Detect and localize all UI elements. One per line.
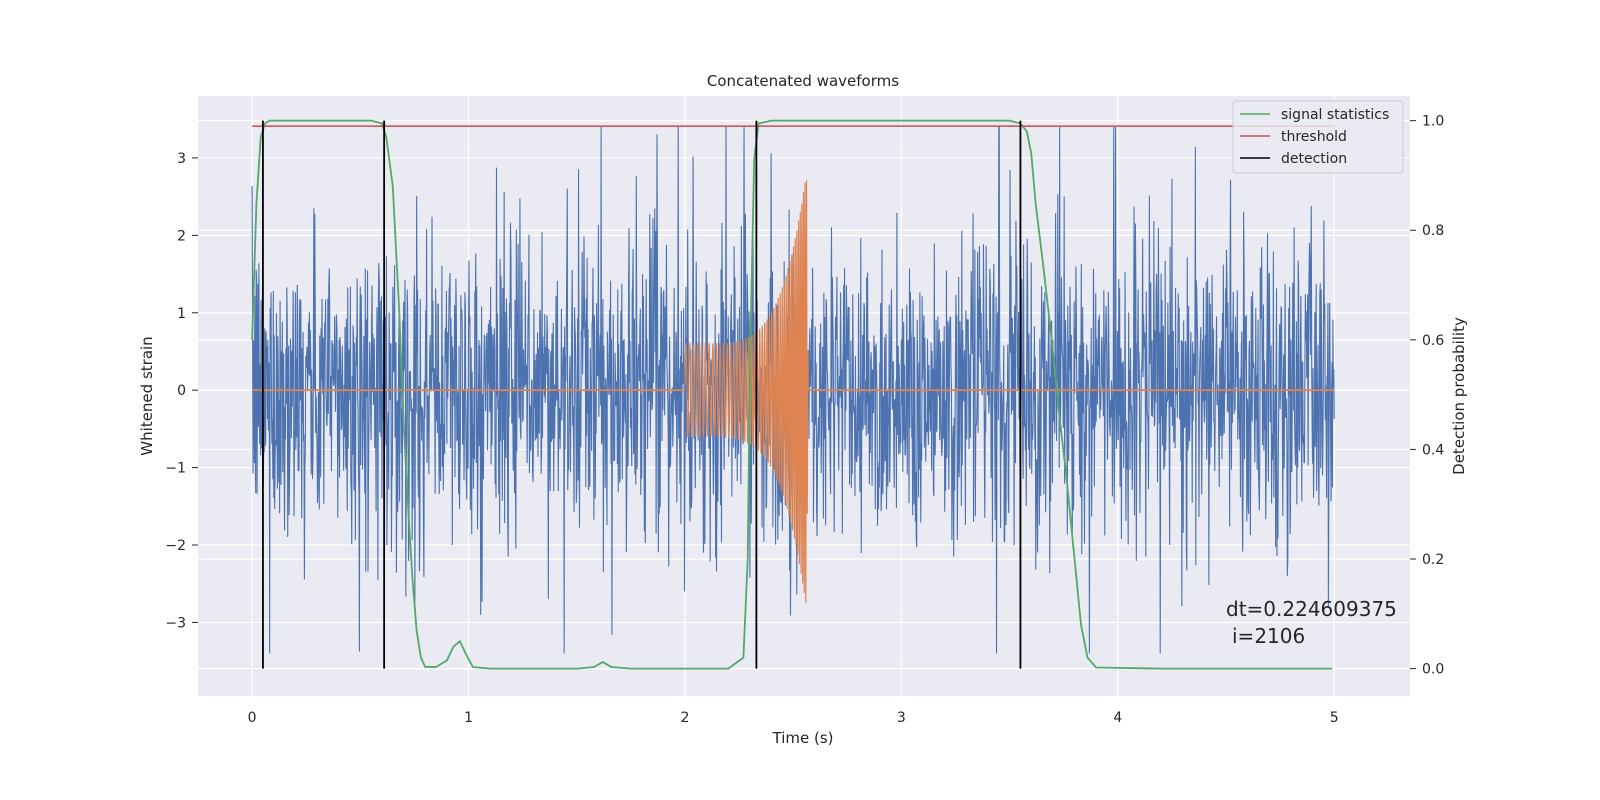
y2-axis-ticks: 0.0 0.2 0.4 0.6 0.8 1.0: [1410, 114, 1444, 678]
x-tick-label: 1: [464, 710, 473, 726]
annotation-dt: dt=0.224609375: [1226, 597, 1397, 621]
y2-tick-label: 0.2: [1422, 552, 1444, 568]
y2-tick-label: 0.8: [1422, 223, 1444, 239]
annotation-index: i=2106: [1232, 624, 1305, 648]
y-tick-label: 0: [177, 383, 186, 399]
y-tick-label: −1: [165, 461, 186, 477]
signal-statistics-line: [251, 119, 1333, 670]
x-axis-label: Time (s): [772, 729, 834, 747]
y-axis-label: Whitened strain: [138, 336, 156, 455]
chart-title: Concatenated waveforms: [707, 72, 899, 90]
legend-entry-threshold: threshold: [1281, 129, 1347, 145]
y-axis-ticks: −3 −2 −1 0 1 2 3: [165, 151, 198, 631]
x-tick-label: 2: [681, 710, 690, 726]
injection-series: [252, 180, 1335, 604]
y-tick-label: −2: [165, 538, 186, 554]
x-tick-label: 5: [1330, 710, 1339, 726]
y-tick-label: −3: [165, 615, 186, 631]
y2-tick-label: 0.6: [1422, 333, 1444, 349]
right-axis-series: [251, 119, 1335, 670]
injection-chirp: [684, 180, 809, 604]
y-tick-label: 3: [177, 151, 186, 167]
x-axis-ticks: 0 1 2 3 4 5: [248, 710, 1339, 726]
legend-entry-detection: detection: [1281, 151, 1347, 167]
x-tick-label: 4: [1113, 710, 1122, 726]
y-tick-label: 1: [177, 306, 186, 322]
x-tick-label: 3: [897, 710, 906, 726]
legend-entry-statistics: signal statistics: [1281, 107, 1389, 123]
y2-tick-label: 0.4: [1422, 442, 1444, 458]
legend-box: [1232, 100, 1404, 174]
y2-tick-label: 0.0: [1422, 662, 1444, 678]
x-tick-label: 0: [248, 710, 257, 726]
y-tick-label: 2: [177, 228, 186, 244]
y2-tick-label: 1.0: [1422, 114, 1444, 130]
legend: signal statistics threshold detection: [1232, 100, 1404, 174]
y2-axis-label: Detection probability: [1450, 317, 1468, 475]
